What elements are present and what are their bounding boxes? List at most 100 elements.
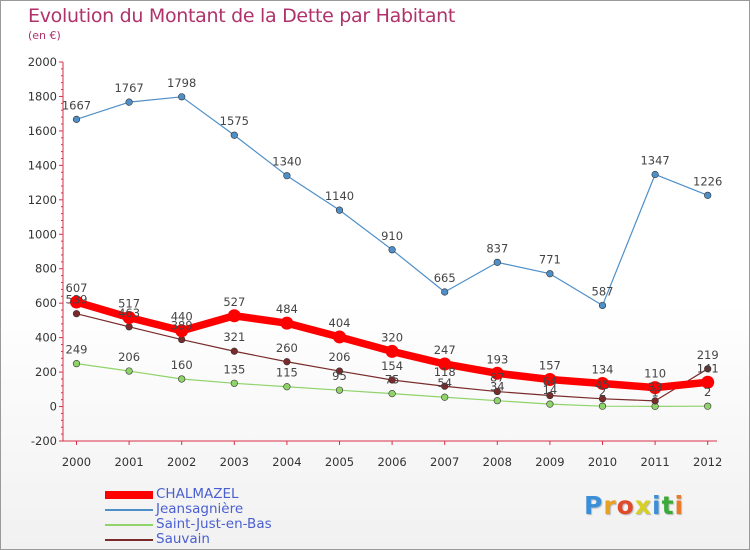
data-label-jeansagniere: 1140	[325, 189, 354, 203]
data-label-jeansagniere: 1226	[693, 174, 722, 188]
data-point-saint-just-en-bas	[125, 367, 133, 375]
data-point-jeansagniere	[125, 98, 133, 106]
data-label-saint-just-en-bas: 206	[118, 350, 140, 364]
legend-label-saint-just-en-bas: Saint-Just-en-Bas	[156, 516, 272, 532]
data-label-jeansagniere: 837	[486, 241, 508, 255]
data-label-saint-just-en-bas: 135	[223, 362, 245, 376]
data-point-chalmazel	[70, 295, 83, 309]
x-tick-label: 2006	[377, 455, 406, 469]
logo-letter: r	[603, 491, 617, 520]
data-label-sauvain: 154	[381, 359, 403, 373]
data-label-saint-just-en-bas: 160	[171, 358, 193, 372]
logo-letter: P	[584, 491, 604, 520]
data-point-sauvain	[72, 310, 81, 318]
series-line-jeansagniere	[75, 96, 709, 307]
data-point-sauvain	[651, 397, 659, 405]
data-point-jeansagniere	[546, 270, 554, 278]
data-label-saint-just-en-bas: 75	[385, 373, 400, 387]
data-label-chalmazel: 110	[644, 367, 666, 381]
y-tick-label: 600	[35, 296, 57, 310]
data-label-jeansagniere: 910	[381, 229, 403, 243]
data-label-chalmazel: 193	[486, 352, 508, 366]
data-label-sauvain: 260	[276, 341, 298, 355]
data-point-saint-just-en-bas	[230, 379, 238, 387]
x-tick-label: 2001	[114, 455, 143, 469]
y-tick-label: 1400	[28, 158, 57, 172]
data-point-jeansagniere	[230, 131, 238, 139]
x-tick-label: 2005	[325, 455, 354, 469]
legend-swatch-saint-just-en-bas	[105, 524, 153, 526]
logo-letter: o	[616, 491, 635, 520]
data-point-saint-just-en-bas	[704, 402, 712, 410]
legend-label-jeansagniere: Jeansagnière	[156, 501, 244, 517]
data-point-chalmazel	[333, 330, 346, 344]
data-label-chalmazel: 134	[592, 362, 614, 376]
data-label-chalmazel: 404	[329, 316, 351, 330]
data-label-jeansagniere: 665	[434, 271, 456, 285]
logo-letter: i	[674, 491, 685, 520]
data-label-jeansagniere: 1340	[272, 155, 301, 169]
data-label-saint-just-en-bas: 54	[437, 376, 452, 390]
x-tick-label: 2008	[483, 455, 512, 469]
data-label-chalmazel: 484	[276, 302, 298, 316]
data-label-sauvain: 118	[434, 365, 456, 379]
data-point-saint-just-en-bas	[335, 386, 344, 394]
y-tick-label: 200	[35, 365, 57, 379]
data-point-chalmazel	[490, 366, 504, 380]
data-point-chalmazel	[385, 344, 399, 358]
data-point-sauvain	[598, 395, 607, 403]
data-point-chalmazel	[280, 316, 294, 330]
x-tick-label: 2000	[62, 455, 91, 469]
x-tick-label: 2004	[272, 455, 301, 469]
proxiti-logo: Proxiti	[584, 491, 684, 520]
x-tick-label: 2012	[693, 455, 722, 469]
data-point-chalmazel	[227, 309, 241, 323]
data-point-jeansagniere	[441, 288, 449, 296]
data-point-saint-just-en-bas	[72, 360, 81, 368]
y-tick-label: 800	[35, 262, 57, 276]
data-label-sauvain: 206	[329, 350, 351, 364]
x-tick-label: 2011	[640, 455, 669, 469]
legend-swatch-jeansagniere	[105, 509, 153, 511]
data-label-jeansagniere: 1798	[167, 76, 196, 90]
data-label-chalmazel: 141	[697, 361, 719, 375]
data-label-sauvain: 45	[595, 378, 610, 392]
data-point-jeansagniere	[72, 115, 81, 123]
data-label-chalmazel: 247	[434, 343, 456, 357]
data-label-sauvain: 64	[543, 375, 558, 389]
data-label-saint-just-en-bas: 2	[704, 385, 711, 399]
data-point-saint-just-en-bas	[388, 390, 396, 398]
data-label-sauvain: 463	[118, 306, 140, 320]
data-label-sauvain: 321	[223, 330, 245, 344]
data-point-chalmazel	[122, 310, 136, 324]
x-tick-label: 2002	[167, 455, 196, 469]
data-point-sauvain	[546, 391, 554, 400]
data-label-chalmazel: 157	[539, 358, 561, 372]
data-label-jeansagniere: 1667	[62, 98, 91, 112]
data-point-chalmazel	[701, 375, 715, 389]
data-point-jeansagniere	[388, 246, 396, 254]
data-point-chalmazel	[596, 376, 609, 390]
data-label-chalmazel: 320	[381, 330, 403, 344]
data-label-jeansagniere: 1347	[640, 153, 669, 167]
data-point-sauvain	[125, 323, 133, 331]
data-label-jeansagniere: 1767	[114, 81, 143, 95]
y-tick-label: 1000	[28, 227, 57, 241]
data-label-jeansagniere: 1575	[220, 114, 249, 128]
data-point-jeansagniere	[704, 191, 712, 199]
unit-label: (en €)	[28, 29, 61, 42]
data-label-chalmazel: 517	[118, 296, 140, 310]
data-point-sauvain	[335, 367, 344, 375]
y-tick-label: 1200	[28, 193, 57, 207]
data-label-sauvain: 389	[171, 319, 193, 333]
data-point-saint-just-en-bas	[493, 397, 501, 405]
data-point-sauvain	[493, 387, 501, 396]
data-point-chalmazel	[543, 372, 557, 386]
data-point-saint-just-en-bas	[598, 402, 607, 410]
data-point-saint-just-en-bas	[441, 393, 449, 401]
data-point-jeansagniere	[493, 258, 501, 266]
data-label-sauvain: 219	[697, 348, 719, 362]
logo-letter: t	[661, 491, 675, 520]
